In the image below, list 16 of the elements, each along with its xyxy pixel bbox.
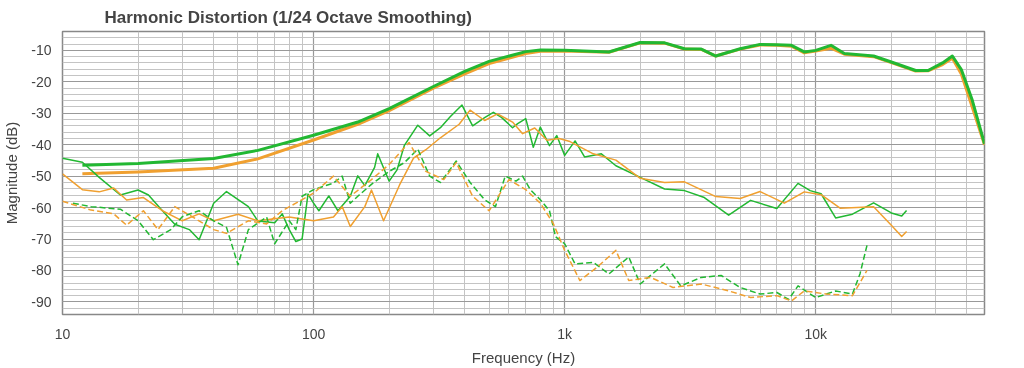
x-axis-title: Frequency (Hz): [471, 348, 576, 366]
y-tick-label: -40: [31, 136, 52, 153]
x-tick-label: 100: [301, 325, 326, 342]
y-tick-label: -20: [31, 73, 52, 90]
y-tick-label: -30: [31, 105, 52, 122]
y-tick-label: -70: [31, 231, 52, 248]
y-tick-label: -90: [31, 293, 52, 310]
y-tick-label: -60: [31, 199, 52, 216]
y-tick-label: -80: [31, 262, 52, 279]
y-axis-title: Magnitude (dB): [3, 121, 21, 225]
x-tick-label: 10k: [804, 325, 829, 342]
x-tick-label: 1k: [557, 325, 574, 342]
y-tick-label: -10: [31, 42, 52, 59]
chart-title: Harmonic Distortion (1/24 Octave Smoothing): [104, 7, 472, 27]
x-tick-label: 10: [54, 325, 71, 342]
y-tick-label: -50: [31, 168, 52, 185]
